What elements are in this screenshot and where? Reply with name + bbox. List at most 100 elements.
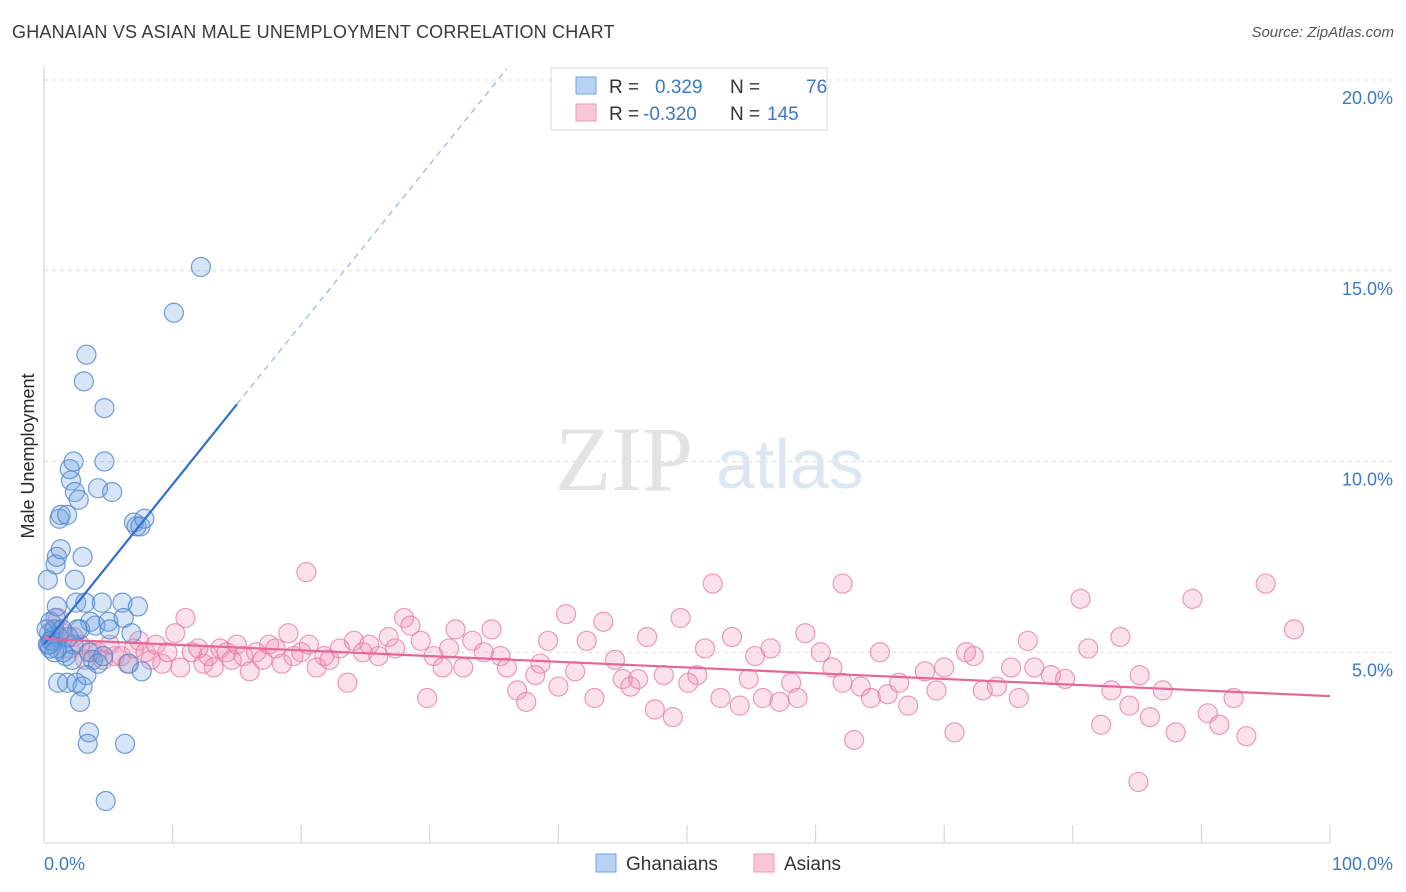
ghanaian-point — [69, 691, 91, 712]
ghanaian-point — [131, 661, 152, 682]
series-legend: Ghanaians Asians — [595, 853, 841, 875]
legend-n-label-1: N = — [730, 77, 760, 98]
asian-point — [378, 626, 399, 648]
asian-point — [612, 668, 633, 690]
asian-point — [252, 649, 273, 670]
asian-point — [239, 661, 260, 682]
asian-point — [934, 657, 955, 678]
asian-point — [530, 653, 551, 674]
ghanaian-point — [62, 649, 83, 670]
asian-point — [653, 665, 674, 686]
y-tick-label: 10.0% — [1342, 470, 1393, 490]
asian-point — [525, 665, 546, 686]
asians-trend-line — [43, 637, 1331, 698]
ghanaians-trend-extension — [236, 68, 508, 405]
legend-swatch-asians — [575, 103, 597, 122]
asian-point — [400, 615, 421, 636]
asian-point — [410, 630, 431, 651]
asian-point — [584, 687, 605, 709]
legend-bottom-swatch-ghanaians — [595, 853, 617, 873]
ghanaian-point — [36, 619, 57, 640]
asian-point — [1223, 687, 1244, 709]
asian-point — [1255, 573, 1276, 594]
asian-point — [1129, 665, 1150, 686]
asian-point — [637, 626, 658, 648]
asian-point — [729, 695, 750, 716]
ghanaian-point — [94, 451, 115, 472]
asian-point — [278, 623, 299, 644]
asian-point — [850, 676, 871, 697]
ghanaian-point — [64, 569, 85, 590]
asian-point — [760, 638, 781, 659]
asian-point — [1152, 680, 1173, 701]
ghanaian-point — [57, 504, 78, 526]
asian-point — [175, 607, 196, 629]
ghanaian-point — [127, 596, 148, 617]
asian-point — [963, 645, 984, 667]
asian-point — [620, 676, 641, 697]
asian-point — [644, 699, 665, 720]
ghanaian-point — [102, 481, 123, 503]
x-tick-label: 100.0% — [1332, 854, 1393, 874]
grid-lines — [44, 79, 1392, 653]
y-tick-label: 20.0% — [1342, 88, 1393, 108]
ghanaian-point — [94, 397, 115, 419]
asian-point — [1236, 726, 1257, 747]
legend-n-value-1: 76 — [806, 77, 827, 98]
ghanaian-point — [68, 489, 89, 510]
ghanaian-point — [118, 653, 139, 674]
ghanaian-point — [58, 626, 79, 648]
ghanaian-point — [91, 592, 112, 613]
legend-bottom-swatch-asians — [753, 853, 775, 873]
asian-point — [496, 657, 518, 678]
asian-point — [432, 657, 453, 678]
asian-point — [453, 657, 474, 678]
legend-n-value-2: 145 — [767, 104, 799, 125]
asian-point — [769, 691, 790, 712]
y-tick-label: 15.0% — [1342, 279, 1393, 299]
ghanaian-point — [95, 790, 116, 812]
asian-point — [565, 661, 586, 682]
asian-point — [233, 645, 254, 667]
asian-point — [670, 607, 691, 629]
asian-point — [628, 668, 649, 690]
asian-point — [1209, 714, 1230, 735]
asian-point — [1165, 722, 1186, 743]
ghanaian-point — [112, 592, 133, 613]
source-label: Source: ZipAtlas.com — [1251, 24, 1394, 41]
ghanaian-point — [45, 554, 66, 575]
asian-point — [473, 642, 494, 663]
asian-point — [1128, 771, 1149, 793]
asian-point — [1070, 588, 1091, 609]
asian-point — [721, 626, 743, 648]
ghanaian-point — [63, 451, 84, 472]
legend-box — [550, 67, 828, 131]
correlation-legend: R = 0.329 N = 76 R = -0.320 N = 145 — [550, 67, 828, 131]
asian-point — [593, 611, 614, 632]
ghanaian-point — [44, 642, 65, 663]
legend-r-label-1: R = — [609, 77, 639, 98]
chart-title: GHANAIAN VS ASIAN MALE UNEMPLOYMENT CORR… — [12, 22, 615, 42]
watermark-atlas: atlas — [716, 425, 864, 503]
ghanaian-point — [50, 504, 71, 526]
asian-point — [1008, 687, 1029, 709]
asian-point — [844, 729, 865, 751]
asian-point — [296, 562, 317, 583]
asian-point — [869, 642, 891, 663]
asian-point — [1139, 707, 1161, 728]
ghanaian-point — [72, 546, 93, 567]
asian-point — [226, 634, 247, 655]
asian-point — [738, 668, 759, 690]
legend-swatch-ghanaians — [575, 76, 597, 95]
ghanaian-point — [66, 672, 87, 693]
asian-point — [662, 707, 683, 728]
ghanaian-point — [76, 344, 97, 365]
asian-point — [417, 687, 438, 709]
asian-point — [319, 649, 340, 670]
asian-point — [1000, 657, 1022, 678]
asian-point — [445, 619, 466, 640]
asian-point — [271, 653, 293, 674]
ghanaian-point — [46, 596, 67, 617]
ghanaians-trend-line — [43, 403, 238, 646]
